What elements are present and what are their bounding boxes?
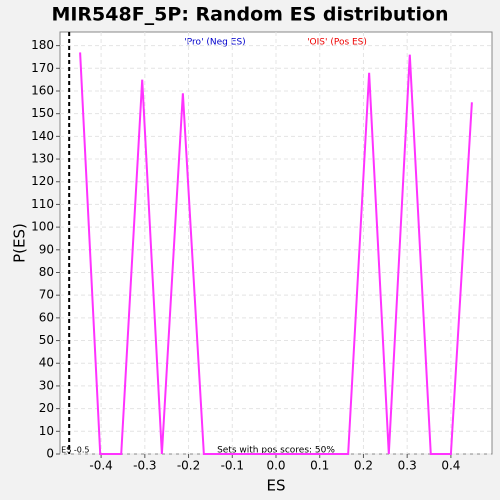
y-tick-label: 70	[39, 288, 54, 302]
x-tick-label: 0.2	[354, 459, 373, 473]
x-tick-label: 0.0	[266, 459, 285, 473]
y-tick-label: 50	[39, 333, 54, 347]
x-tick-label: -0.2	[177, 459, 200, 473]
x-tick-label: 0.1	[310, 459, 329, 473]
y-tick-label: 130	[31, 152, 54, 166]
chart-title: MIR548F_5P: Random ES distribution	[51, 4, 448, 26]
es-line	[79, 52, 473, 455]
y-tick-label: 20	[39, 401, 54, 415]
y-axis-label: P(ES)	[11, 223, 29, 263]
y-tick-label: 160	[31, 83, 54, 97]
y-tick-label: 0	[46, 447, 54, 461]
y-tick-label: 180	[31, 38, 54, 52]
y-tick-label: 10	[39, 424, 54, 438]
y-tick-label: 40	[39, 356, 54, 370]
y-tick-label: 100	[31, 220, 54, 234]
y-tick-label: 60	[39, 310, 54, 324]
es-marker-label: ES -0.5	[61, 446, 89, 455]
x-tick-label: 0.3	[398, 459, 417, 473]
legend-entry: 'OIS' (Pos ES)	[307, 38, 367, 48]
y-tick-label: 110	[31, 197, 54, 211]
x-tick-label: -0.1	[221, 459, 244, 473]
y-tick-label: 120	[31, 174, 54, 188]
annotation: Sets with pos scores: 50%	[217, 446, 335, 456]
x-tick-label: -0.3	[133, 459, 156, 473]
x-tick-label: -0.4	[89, 459, 112, 473]
y-tick-label: 90	[39, 242, 54, 256]
y-tick-label: 30	[39, 378, 54, 392]
y-tick-label: 80	[39, 265, 54, 279]
y-tick-label: 150	[31, 106, 54, 120]
legend-entry: 'Pro' (Neg ES)	[184, 38, 245, 48]
x-tick-label: 0.4	[441, 459, 460, 473]
x-axis-label: ES	[267, 477, 286, 495]
y-tick-label: 170	[31, 61, 54, 75]
y-tick-label: 140	[31, 129, 54, 143]
